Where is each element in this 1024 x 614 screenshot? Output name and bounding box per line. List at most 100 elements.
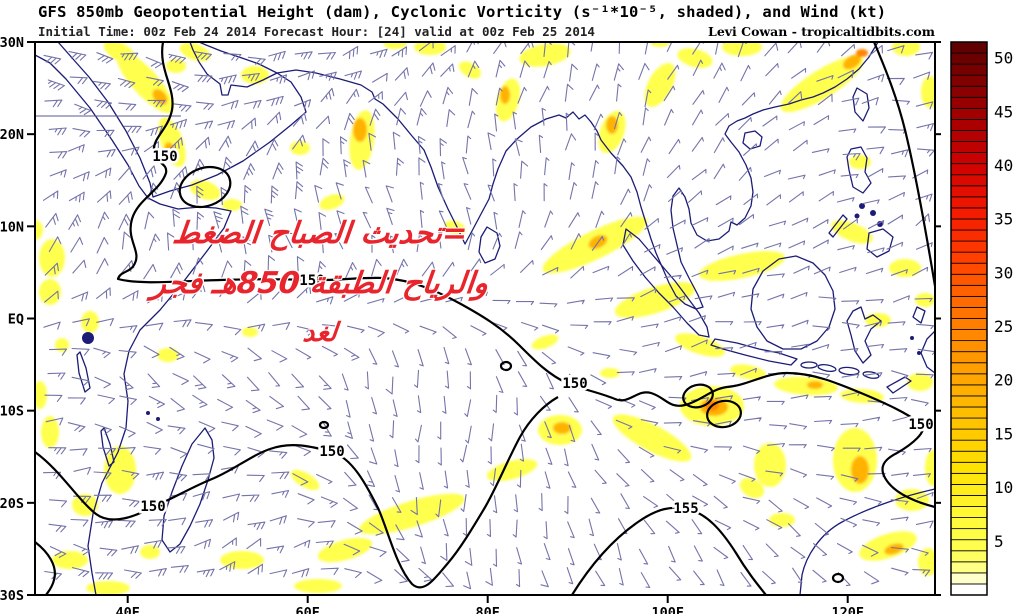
wind-barb xyxy=(170,447,188,459)
wind-barb xyxy=(495,376,504,393)
wind-barb xyxy=(816,42,831,53)
wind-barb xyxy=(517,350,528,367)
lat-axis-label: 30S xyxy=(0,588,24,604)
wind-barb xyxy=(68,51,87,61)
wind-barb xyxy=(592,265,610,274)
wind-barb xyxy=(343,292,360,302)
wind-barb xyxy=(67,397,86,405)
wind-barb xyxy=(394,569,408,584)
wind-barb xyxy=(70,518,89,527)
wind-barb xyxy=(793,265,810,274)
wind-barb xyxy=(811,344,830,351)
wind-barb xyxy=(642,341,660,347)
lat-axis-label: 30N xyxy=(0,35,24,51)
wind-barb xyxy=(443,346,450,365)
wind-barb xyxy=(914,419,932,426)
wind-barb xyxy=(293,539,311,549)
wind-barb xyxy=(194,351,211,364)
vorticity-shading xyxy=(55,338,69,352)
vorticity-shading xyxy=(921,76,935,108)
wind-barb xyxy=(297,493,315,505)
wind-barb xyxy=(494,113,499,132)
wind-barb xyxy=(146,76,164,87)
wind-barb xyxy=(841,373,860,379)
vorticity-shading xyxy=(459,61,481,79)
wind-barb xyxy=(492,394,498,413)
vorticity-shading xyxy=(856,49,868,57)
wind-barb xyxy=(316,473,333,485)
island xyxy=(838,366,860,376)
wind-barb xyxy=(320,567,339,576)
colorbar-swatch xyxy=(950,506,988,518)
wind-barb xyxy=(915,213,930,227)
wind-barb xyxy=(172,208,181,227)
wind-barb xyxy=(173,166,188,180)
wind-barb xyxy=(122,290,139,301)
height-contour-loop xyxy=(706,399,742,429)
wind-barb xyxy=(372,72,388,83)
wind-barb xyxy=(44,290,59,303)
vorticity-shading xyxy=(851,456,869,484)
wind-barb xyxy=(266,95,284,107)
wind-barb xyxy=(766,324,785,329)
wind-barb xyxy=(295,348,312,360)
wind-barb xyxy=(247,347,262,362)
wind-barb xyxy=(713,420,732,426)
wind-barb xyxy=(486,518,492,538)
wind-barb xyxy=(414,424,422,443)
wind-barb xyxy=(538,134,544,153)
wind-barb xyxy=(123,125,142,133)
wind-barb xyxy=(811,148,830,153)
wind-barb xyxy=(541,351,557,365)
wind-barb xyxy=(48,447,67,455)
wind-barb xyxy=(296,285,312,299)
wind-barb xyxy=(715,395,734,400)
vorticity-shading xyxy=(39,239,65,277)
wind-barb xyxy=(666,493,681,507)
wind-barb xyxy=(913,447,932,453)
wind-barb xyxy=(369,108,381,126)
colorbar-swatch xyxy=(950,450,988,463)
wind-barb xyxy=(315,115,331,129)
wind-barb xyxy=(417,349,424,367)
wind-barb xyxy=(342,45,359,60)
wind-barb xyxy=(640,469,655,483)
wind-barb xyxy=(864,372,883,377)
wind-barb xyxy=(912,473,931,478)
wind-barb xyxy=(271,286,287,300)
wind-barb xyxy=(544,157,550,176)
wind-barb xyxy=(668,545,676,563)
wind-barb xyxy=(765,63,779,77)
colorbar-swatch xyxy=(950,41,988,54)
wind-barb xyxy=(97,149,116,158)
wind-barb xyxy=(591,63,600,81)
coastline xyxy=(886,376,912,394)
wind-barb xyxy=(464,399,472,418)
colorbar-frame xyxy=(950,41,988,596)
wind-barb xyxy=(44,262,59,276)
wind-barb xyxy=(616,542,622,561)
vorticity-shading xyxy=(831,220,873,244)
wind-barb xyxy=(368,494,379,511)
vorticity-shading xyxy=(918,548,935,576)
wind-barb xyxy=(715,113,730,126)
wind-barb xyxy=(171,81,189,93)
wind-barb xyxy=(713,163,726,180)
wind-barb xyxy=(296,325,315,336)
wind-barb xyxy=(442,86,454,105)
wind-barb xyxy=(570,265,585,279)
wind-barb xyxy=(816,444,835,452)
island xyxy=(854,213,860,219)
wind-barb xyxy=(512,111,517,130)
wind-barb xyxy=(592,160,599,178)
wind-barb xyxy=(764,169,781,178)
wind-barb xyxy=(544,210,554,228)
wind-barb xyxy=(272,322,291,330)
vorticity-shading xyxy=(41,416,59,448)
wind-barb xyxy=(663,274,682,280)
wind-barb xyxy=(788,444,807,449)
wind-barb xyxy=(191,283,206,299)
annotation-line: لغد xyxy=(301,318,339,348)
wind-barb xyxy=(515,569,521,588)
vorticity-shading xyxy=(754,443,786,487)
